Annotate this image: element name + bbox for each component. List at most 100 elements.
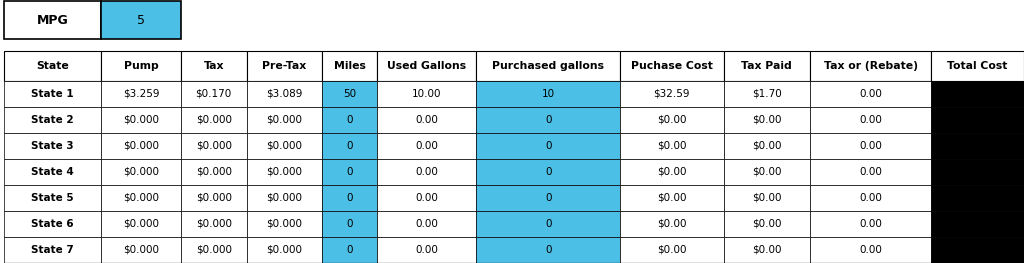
Bar [377, 133, 476, 159]
Text: 0.00: 0.00 [859, 193, 882, 203]
Text: $0.00: $0.00 [657, 167, 687, 177]
Text: $0.000: $0.000 [123, 167, 159, 177]
Text: 0: 0 [545, 245, 552, 255]
Bar [476, 51, 620, 81]
Text: $0.00: $0.00 [752, 219, 781, 229]
Text: Total Cost: Total Cost [947, 61, 1008, 71]
Text: 0: 0 [545, 193, 552, 203]
Text: $0.000: $0.000 [123, 141, 159, 151]
Text: $3.259: $3.259 [123, 89, 159, 99]
Bar [810, 81, 931, 107]
Text: 0: 0 [346, 115, 353, 125]
Bar [620, 81, 724, 107]
Text: 0: 0 [545, 141, 552, 151]
Bar [724, 51, 810, 81]
Text: $0.00: $0.00 [752, 115, 781, 125]
Bar [931, 51, 1024, 81]
Text: 0.00: 0.00 [859, 245, 882, 255]
Text: State 3: State 3 [32, 141, 74, 151]
Text: $0.00: $0.00 [752, 141, 781, 151]
Text: $0.00: $0.00 [657, 219, 687, 229]
Bar [724, 185, 810, 211]
Bar [4, 1, 101, 39]
Bar [4, 159, 101, 185]
Bar [724, 211, 810, 237]
Text: State 4: State 4 [31, 167, 74, 177]
Text: 5: 5 [137, 13, 144, 27]
Text: 0.00: 0.00 [859, 141, 882, 151]
Text: State 5: State 5 [32, 193, 74, 203]
Bar [476, 237, 620, 263]
Bar [810, 237, 931, 263]
Bar [810, 107, 931, 133]
Text: State 7: State 7 [31, 245, 74, 255]
Bar [180, 185, 247, 211]
Bar [476, 133, 620, 159]
Bar [322, 211, 377, 237]
Text: 0: 0 [346, 219, 353, 229]
Bar [931, 81, 1024, 107]
Text: $0.000: $0.000 [266, 141, 302, 151]
Bar [724, 133, 810, 159]
Bar [377, 211, 476, 237]
Text: $0.000: $0.000 [123, 245, 159, 255]
Bar [180, 133, 247, 159]
Text: $0.000: $0.000 [196, 193, 231, 203]
Text: $0.000: $0.000 [196, 115, 231, 125]
Text: $0.000: $0.000 [123, 193, 159, 203]
Text: $0.00: $0.00 [657, 141, 687, 151]
Bar [247, 159, 322, 185]
Bar [931, 159, 1024, 185]
Text: 0: 0 [545, 167, 552, 177]
Text: Miles: Miles [334, 61, 366, 71]
Bar [101, 159, 180, 185]
Text: 50: 50 [343, 89, 356, 99]
Bar [620, 107, 724, 133]
Bar [620, 185, 724, 211]
Bar [180, 237, 247, 263]
Bar [620, 211, 724, 237]
Bar [377, 107, 476, 133]
Text: $0.000: $0.000 [266, 245, 302, 255]
Bar [620, 159, 724, 185]
Text: 10.00: 10.00 [412, 89, 441, 99]
Bar [931, 237, 1024, 263]
Bar [476, 185, 620, 211]
Text: State 1: State 1 [32, 89, 74, 99]
Text: Used Gallons: Used Gallons [387, 61, 466, 71]
Text: Puchase Cost: Puchase Cost [631, 61, 713, 71]
Text: Tax: Tax [204, 61, 224, 71]
Text: $0.000: $0.000 [123, 115, 159, 125]
Bar [810, 51, 931, 81]
Text: $0.000: $0.000 [196, 245, 231, 255]
Bar [101, 107, 180, 133]
Text: 0.00: 0.00 [416, 141, 438, 151]
Text: 0: 0 [545, 115, 552, 125]
Bar [724, 107, 810, 133]
Bar [810, 159, 931, 185]
Bar [101, 185, 180, 211]
Bar [476, 211, 620, 237]
Bar [322, 133, 377, 159]
Bar [724, 237, 810, 263]
Text: 10: 10 [542, 89, 555, 99]
Bar [180, 51, 247, 81]
Bar [322, 107, 377, 133]
Bar [377, 237, 476, 263]
Bar [931, 211, 1024, 237]
Text: MPG: MPG [37, 13, 69, 27]
Text: 0.00: 0.00 [416, 115, 438, 125]
Bar [322, 185, 377, 211]
Bar [247, 51, 322, 81]
Text: Pre-Tax: Pre-Tax [262, 61, 306, 71]
Text: 0: 0 [346, 141, 353, 151]
Bar [247, 237, 322, 263]
Bar [101, 133, 180, 159]
Text: $0.00: $0.00 [752, 167, 781, 177]
Text: 0.00: 0.00 [416, 245, 438, 255]
Bar [322, 81, 377, 107]
Text: $0.00: $0.00 [657, 193, 687, 203]
Text: 0.00: 0.00 [859, 89, 882, 99]
Bar [724, 159, 810, 185]
Bar [931, 185, 1024, 211]
